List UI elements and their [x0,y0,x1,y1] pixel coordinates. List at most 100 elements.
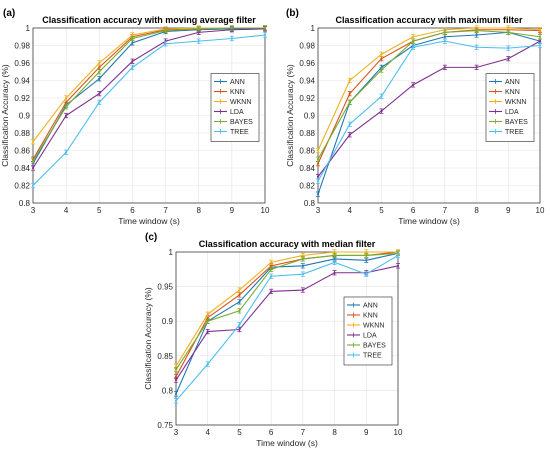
data-point [380,57,383,60]
x-tick-label: 6 [269,428,274,437]
data-point [301,288,304,292]
y-axis-label: Classification Accuracy (%) [0,64,10,167]
y-tick-label: 1 [311,24,316,33]
data-point [174,368,178,371]
series-bayes [31,25,267,164]
legend-label: LDA [505,109,519,116]
legend-label: TREE [230,129,249,136]
y-tick-label: 0.94 [299,77,315,86]
data-point [197,31,200,34]
legend-label: WKNN [363,322,384,329]
data-point [443,35,446,38]
x-tick-label: 8 [196,206,201,215]
data-point [238,293,241,297]
axes-box [32,27,266,204]
chart-panel-3: (c) Classification accuracy with median f… [143,232,403,448]
data-point [230,37,233,40]
data-point [333,271,336,274]
data-point [365,259,368,262]
x-axis-label: Time window (s) [398,216,460,226]
data-point [238,300,241,303]
data-point [31,166,35,170]
x-axis-label: Time window (s) [256,438,318,448]
data-point [538,40,542,43]
data-point [206,320,209,323]
data-point [396,254,400,257]
data-point [333,257,336,261]
data-point [348,101,351,104]
x-tick-label: 7 [163,206,168,215]
data-point [443,31,446,34]
y-tick-label: 1 [169,248,174,257]
data-point [65,151,68,154]
y-tick-label: 0.9 [162,317,174,326]
series-line [175,254,399,402]
x-tick-label: 7 [301,428,306,437]
y-tick-label: 0.82 [299,182,315,191]
x-tick-label: 9 [230,206,235,215]
data-point [238,288,241,292]
legend: ANN KNN WKNN LDA BAYES TREE [210,73,260,142]
data-point [164,42,167,45]
data-point [316,193,320,196]
x-tick-label: 4 [64,206,69,215]
data-point [206,313,209,316]
series-tree [31,32,267,189]
data-point [443,40,446,43]
data-point [301,257,304,261]
x-tick-label: 5 [97,206,102,215]
data-point [174,378,178,382]
data-point [507,31,510,34]
x-tick-label: 10 [394,428,403,437]
data-point [380,110,383,113]
legend-label: TREE [505,129,524,136]
data-point [316,162,320,165]
data-point [65,101,68,104]
data-point [348,133,351,136]
y-axis-label: Classification Accuracy (%) [143,287,153,390]
x-tick-label: 3 [174,428,179,437]
data-point [65,105,68,108]
legend-label: KNN [230,89,245,96]
series-line [32,27,265,162]
y-tick-label: 0.85 [157,352,173,361]
series-line [175,251,398,367]
data-point [365,273,368,276]
y-tick-label: 0.96 [299,59,315,68]
data-point [164,29,167,32]
data-point [333,254,336,257]
data-point [197,27,200,30]
x-tick-label: 10 [261,206,270,215]
legend-box [485,73,535,142]
chart-panel-1: (a) Classification accuracy with moving a… [0,8,270,226]
legend-label: LDA [363,332,377,339]
y-tick-label: 0.84 [299,164,315,173]
series-line [317,40,541,178]
x-tick-label: 10 [536,206,545,215]
data-point [98,92,101,95]
data-point [316,149,320,152]
series-tree [316,38,542,184]
data-point [131,41,134,44]
series-line [175,252,399,395]
axes-box [175,251,399,426]
data-point [538,28,542,31]
legend-label: LDA [230,109,244,116]
data-point [333,250,336,254]
legend: ANN KNN WKNN LDA BAYES TREE [343,296,393,366]
y-tick-label: 0.92 [14,94,30,103]
data-point [65,114,68,117]
y-tick-label: 0.88 [299,129,315,138]
data-point [270,290,273,293]
series-line [32,28,266,169]
data-point [380,53,383,56]
data-point [365,254,368,257]
x-tick-label: 4 [205,428,210,437]
x-tick-label: 9 [506,206,511,215]
data-point [396,264,400,267]
x-axis-label: Time window (s) [118,216,180,226]
data-point [475,66,478,69]
data-point [174,392,178,395]
series-bayes [316,28,542,162]
data-point [238,323,241,326]
